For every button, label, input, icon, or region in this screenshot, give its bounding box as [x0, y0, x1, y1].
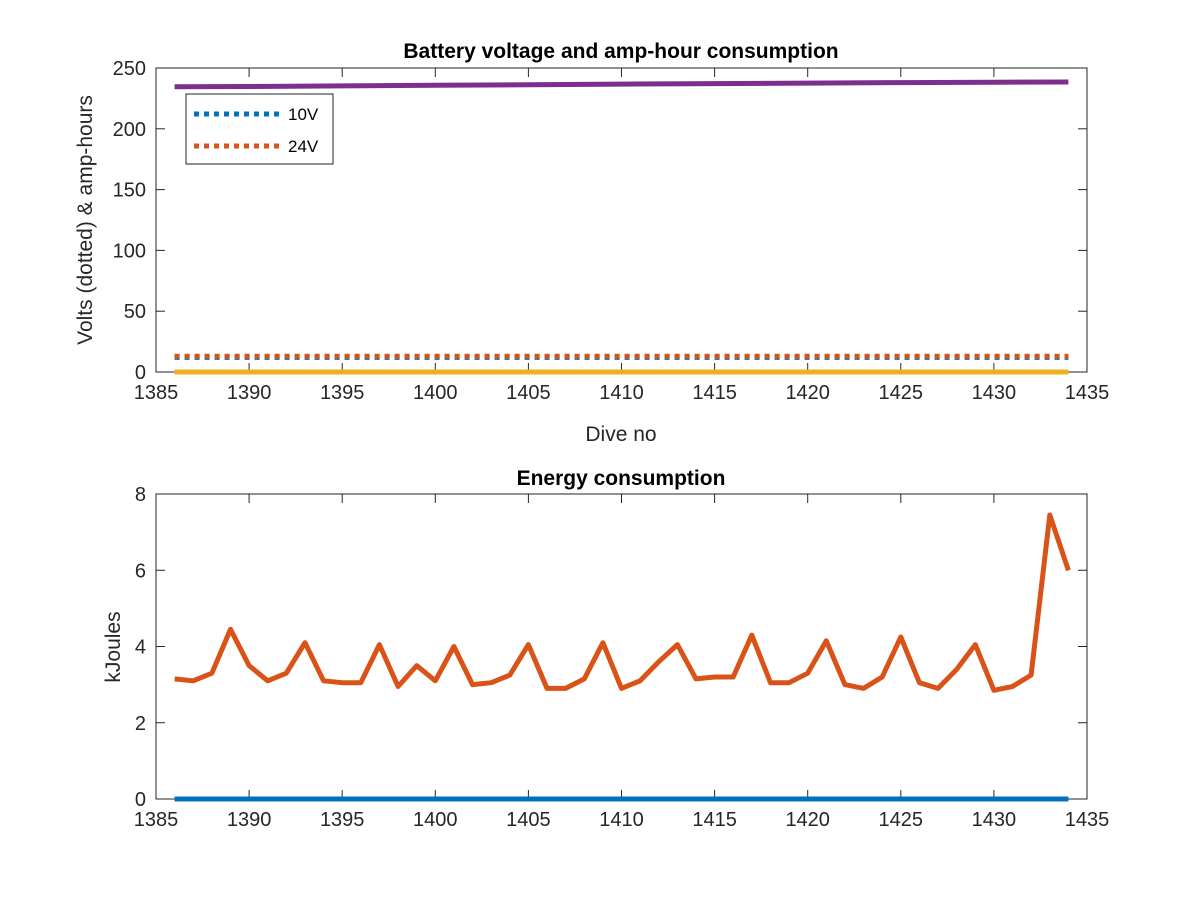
y-axis-label: kJoules [102, 611, 125, 682]
plot-area [155, 493, 1088, 800]
y-tick-label: 50 [124, 301, 146, 323]
x-tick-label: 1385 [134, 382, 179, 404]
x-tick-label: 1430 [972, 382, 1017, 404]
x-tick-label: 1400 [413, 382, 458, 404]
y-tick-label: 6 [135, 560, 146, 582]
x-tick-label: 1420 [785, 809, 830, 831]
x-tick-label: 1425 [879, 809, 924, 831]
ticks: 1385 1390 1395 1400 1405 1410 1415 1420 1425 1430… [134, 484, 1110, 831]
x-tick-label: 1410 [599, 382, 644, 404]
legend-box [185, 93, 334, 165]
x-tick-label: 1400 [413, 809, 458, 831]
y-tick-label: 4 [135, 637, 146, 659]
x-tick-label: 1425 [879, 382, 924, 404]
voltage-amphour-chart: Battery voltage and amp-hour consumption… [74, 40, 1109, 446]
y-tick-label: 250 [113, 58, 146, 80]
x-tick-label: 1405 [506, 809, 551, 831]
y-tick-label: 0 [135, 789, 146, 811]
legend-label-10v: 10V [288, 105, 319, 124]
x-tick-label: 1415 [692, 382, 737, 404]
x-tick-label: 1435 [1065, 809, 1110, 831]
x-tick-label: 1430 [972, 809, 1017, 831]
y-tick-label: 100 [113, 240, 146, 262]
x-axis-label: Dive no [585, 423, 656, 446]
series-line-3 [174, 79, 1069, 90]
x-tick-label: 1385 [134, 809, 179, 831]
series-layer [174, 79, 1069, 375]
x-tick-label: 1390 [227, 382, 272, 404]
x-tick-label: 1395 [320, 382, 365, 404]
chart-title: Battery voltage and amp-hour consumption [403, 40, 838, 63]
legend: 10V 24V [185, 93, 334, 165]
y-tick-label: 0 [135, 362, 146, 384]
series-line-1 [174, 512, 1071, 693]
y-tick-label: 200 [113, 119, 146, 141]
y-axis-label: Volts (dotted) & amp-hours [74, 95, 97, 345]
series-layer [174, 512, 1071, 802]
y-tick-label: 8 [135, 484, 146, 506]
x-tick-label: 1420 [785, 382, 830, 404]
y-tick-label: 150 [113, 180, 146, 202]
x-tick-label: 1435 [1065, 382, 1110, 404]
chart-title: Energy consumption [517, 467, 726, 490]
energy-chart: Energy consumption kJoules 1385 1390 1395 1… [102, 467, 1109, 831]
x-tick-label: 1415 [692, 809, 737, 831]
x-tick-label: 1405 [506, 382, 551, 404]
x-tick-label: 1395 [320, 809, 365, 831]
x-tick-label: 1390 [227, 809, 272, 831]
ticks: 1385 1390 1395 1400 1405 1410 1415 1420 1425 1430… [113, 58, 1110, 404]
x-tick-label: 1410 [599, 809, 644, 831]
legend-label-24v: 24V [288, 137, 319, 156]
y-tick-label: 2 [135, 713, 146, 735]
